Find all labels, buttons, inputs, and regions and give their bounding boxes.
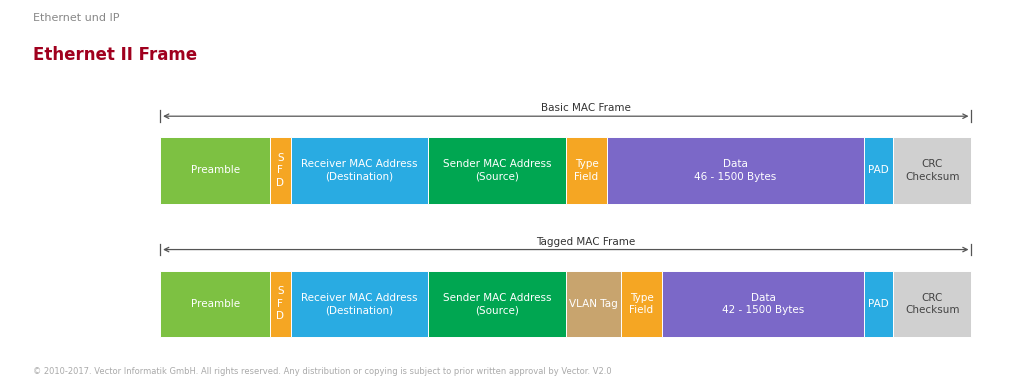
Bar	[893, 271, 971, 337]
Text: Basic MAC Frame: Basic MAC Frame	[541, 103, 631, 113]
Text: Tagged MAC Frame: Tagged MAC Frame	[536, 237, 636, 247]
Text: Sender MAC Address
(Source): Sender MAC Address (Source)	[443, 159, 552, 182]
Bar	[864, 271, 893, 337]
Text: Preamble: Preamble	[191, 165, 240, 176]
Text: Sender MAC Address
(Source): Sender MAC Address (Source)	[443, 293, 552, 315]
Bar	[160, 271, 271, 337]
Text: Type
Field: Type Field	[630, 293, 654, 315]
Text: Receiver MAC Address
(Destination): Receiver MAC Address (Destination)	[301, 293, 418, 315]
Text: S
F
D: S F D	[277, 153, 284, 188]
Text: PAD: PAD	[868, 165, 889, 176]
Text: VLAN Tag: VLAN Tag	[569, 299, 618, 309]
Text: PAD: PAD	[868, 299, 889, 309]
Text: CRC
Checksum: CRC Checksum	[906, 293, 959, 315]
Bar	[662, 271, 864, 337]
Bar	[864, 137, 893, 204]
Bar	[291, 137, 428, 204]
Bar	[621, 271, 662, 337]
Text: Ethernet und IP: Ethernet und IP	[33, 13, 120, 23]
Bar	[893, 137, 971, 204]
Text: Ethernet II Frame: Ethernet II Frame	[33, 46, 198, 64]
Bar	[291, 271, 428, 337]
Bar	[271, 137, 291, 204]
Bar	[428, 137, 566, 204]
Text: Type
Field: Type Field	[574, 159, 598, 182]
Bar	[428, 271, 566, 337]
Text: CRC
Checksum: CRC Checksum	[906, 159, 959, 182]
Text: S
F
D: S F D	[277, 287, 284, 321]
Text: © 2010-2017. Vector Informatik GmbH. All rights reserved. Any distribution or co: © 2010-2017. Vector Informatik GmbH. All…	[33, 367, 612, 376]
Bar	[271, 271, 291, 337]
Bar	[160, 137, 271, 204]
Bar	[566, 271, 621, 337]
Text: Data
46 - 1500 Bytes: Data 46 - 1500 Bytes	[695, 159, 777, 182]
Text: Preamble: Preamble	[191, 299, 240, 309]
Text: Receiver MAC Address
(Destination): Receiver MAC Address (Destination)	[301, 159, 418, 182]
Text: Data
42 - 1500 Bytes: Data 42 - 1500 Bytes	[722, 293, 804, 315]
Bar	[566, 137, 607, 204]
Bar	[607, 137, 864, 204]
